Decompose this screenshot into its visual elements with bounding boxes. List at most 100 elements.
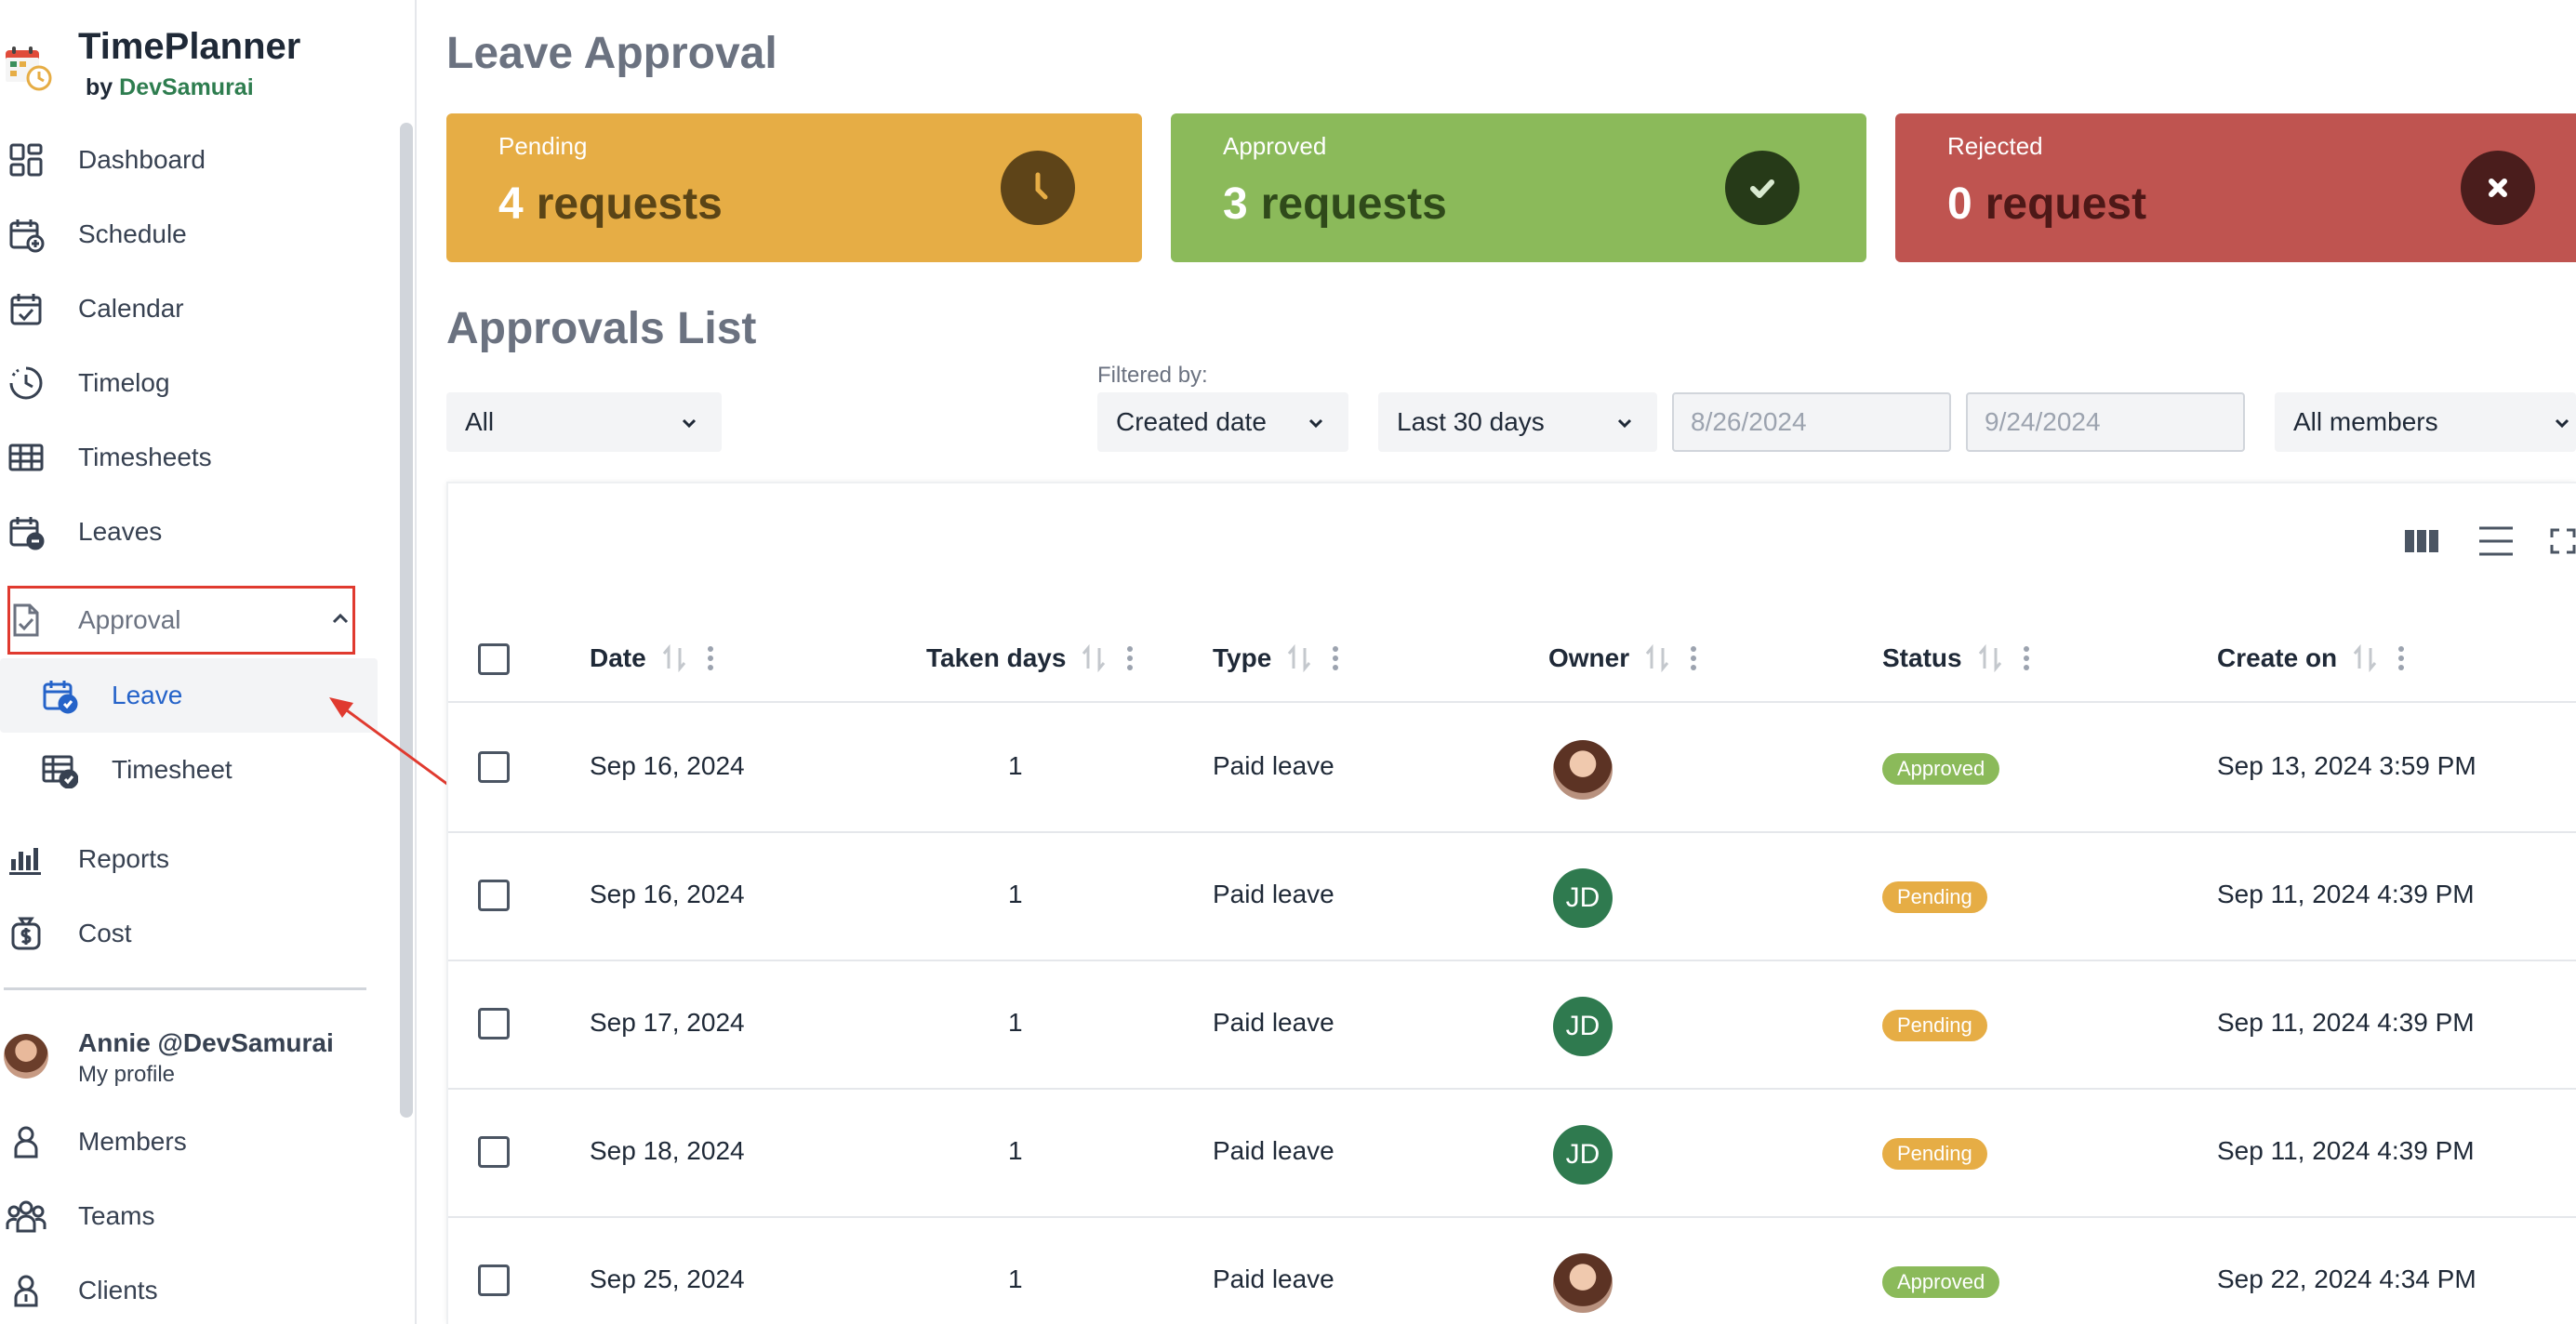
sidebar-item-clients[interactable]: Clients bbox=[0, 1253, 391, 1324]
calendar-icon bbox=[6, 288, 46, 329]
sidebar-item-label: Timelog bbox=[78, 368, 170, 397]
sidebar-scrollbar[interactable] bbox=[400, 123, 413, 1118]
column-header-date[interactable]: Date bbox=[590, 643, 715, 673]
date-to-input[interactable]: 9/24/2024 bbox=[1966, 392, 2245, 452]
owner-avatar[interactable] bbox=[1553, 1253, 1613, 1313]
sidebar-item-label: Clients bbox=[78, 1276, 158, 1304]
my-profile-link[interactable]: My profile bbox=[78, 1062, 176, 1087]
card-unit: request bbox=[1985, 179, 2147, 229]
owner-avatar[interactable] bbox=[1553, 740, 1613, 800]
cell-taken-days: 1 bbox=[1008, 1136, 1023, 1165]
date-range-select[interactable]: Last 30 days bbox=[1378, 392, 1657, 452]
sort-icon[interactable] bbox=[1081, 644, 1107, 672]
table-row[interactable]: Sep 18, 2024 1 Paid leave JD Pending Sep… bbox=[448, 1090, 2576, 1218]
cell-date: Sep 18, 2024 bbox=[590, 1136, 745, 1165]
sidebar-item-leaves[interactable]: Leaves bbox=[0, 495, 391, 569]
sort-icon[interactable] bbox=[1644, 644, 1670, 672]
column-header-taken-days[interactable]: Taken days bbox=[926, 643, 1135, 673]
row-checkbox[interactable] bbox=[478, 1264, 510, 1296]
owner-avatar[interactable]: JD bbox=[1553, 868, 1613, 928]
sidebar-item-dashboard[interactable]: Dashboard bbox=[0, 123, 391, 197]
cell-created: Sep 11, 2024 4:39 PM bbox=[2217, 1136, 2475, 1165]
sidebar-item-timesheets[interactable]: Timesheets bbox=[0, 420, 391, 495]
column-menu-icon[interactable] bbox=[1689, 644, 1698, 672]
row-checkbox[interactable] bbox=[478, 1008, 510, 1039]
sidebar-item-schedule[interactable]: Schedule bbox=[0, 197, 391, 271]
date-from-input[interactable]: 8/26/2024 bbox=[1672, 392, 1951, 452]
approved-card[interactable]: Approved 3 requests bbox=[1171, 113, 1866, 262]
column-menu-icon[interactable] bbox=[1125, 644, 1135, 672]
chevron-down-icon bbox=[1308, 418, 1323, 429]
column-menu-icon[interactable] bbox=[706, 644, 715, 672]
sidebar-item-leave-approval[interactable]: Leave bbox=[0, 658, 378, 733]
card-count: 3 bbox=[1223, 179, 1248, 229]
chevron-down-icon bbox=[2555, 418, 2569, 429]
members-filter-select[interactable]: All members bbox=[2275, 392, 2576, 452]
column-menu-icon[interactable] bbox=[2397, 644, 2406, 672]
close-icon bbox=[2461, 151, 2535, 225]
column-header-type[interactable]: Type bbox=[1213, 643, 1340, 673]
cell-type: Paid leave bbox=[1213, 751, 1334, 780]
select-all-checkbox[interactable] bbox=[478, 643, 510, 675]
table-row[interactable]: Sep 25, 2024 1 Paid leave Approved Sep 2… bbox=[448, 1218, 2576, 1324]
sidebar-item-cost[interactable]: Cost bbox=[0, 896, 391, 971]
pending-card[interactable]: Pending 4 requests bbox=[446, 113, 1142, 262]
sidebar-item-members[interactable]: Members bbox=[0, 1105, 391, 1179]
card-unit: requests bbox=[1260, 179, 1447, 229]
profile-link[interactable]: Annie @DevSamurai My profile bbox=[0, 1019, 391, 1097]
cell-type: Paid leave bbox=[1213, 1008, 1334, 1037]
owner-avatar[interactable]: JD bbox=[1553, 1125, 1613, 1185]
status-badge: Approved bbox=[1882, 1266, 2000, 1298]
by-text: by bbox=[86, 74, 113, 100]
row-checkbox[interactable] bbox=[478, 880, 510, 911]
check-icon bbox=[1725, 151, 1799, 225]
sidebar-item-teams[interactable]: Teams bbox=[0, 1179, 391, 1253]
owner-avatar[interactable]: JD bbox=[1553, 997, 1613, 1056]
column-title: Type bbox=[1213, 643, 1272, 672]
chevron-down-icon bbox=[1617, 418, 1632, 429]
sidebar-item-reports[interactable]: Reports bbox=[0, 822, 391, 896]
row-checkbox[interactable] bbox=[478, 1136, 510, 1168]
sort-icon[interactable] bbox=[1977, 644, 2003, 672]
app-byline: by DevSamurai bbox=[86, 74, 254, 101]
sidebar-item-timesheet-approval[interactable]: Timesheet bbox=[0, 733, 391, 807]
fullscreen-icon[interactable] bbox=[2548, 521, 2576, 562]
row-checkbox[interactable] bbox=[478, 751, 510, 783]
sidebar-item-timelog[interactable]: Timelog bbox=[0, 346, 391, 420]
cell-taken-days: 1 bbox=[1008, 1008, 1023, 1037]
brand[interactable]: TimePlanner by DevSamurai bbox=[0, 26, 409, 110]
cell-date: Sep 25, 2024 bbox=[590, 1264, 745, 1293]
rejected-card[interactable]: Rejected 0 request bbox=[1895, 113, 2576, 262]
chevron-up-icon[interactable] bbox=[329, 608, 352, 630]
timeplanner-logo-icon bbox=[6, 46, 52, 91]
filtered-by-label: Filtered by: bbox=[1097, 363, 1208, 388]
sort-icon[interactable] bbox=[1286, 644, 1312, 672]
sort-icon[interactable] bbox=[661, 644, 687, 672]
column-header-create-on[interactable]: Create on bbox=[2217, 643, 2406, 673]
table-row[interactable]: Sep 16, 2024 1 Paid leave JD Pending Sep… bbox=[448, 833, 2576, 961]
column-header-status[interactable]: Status bbox=[1882, 643, 2031, 673]
clients-icon bbox=[6, 1270, 46, 1311]
card-value: 4 requests bbox=[498, 179, 723, 230]
density-icon[interactable] bbox=[2476, 521, 2516, 562]
filter-field-select[interactable]: Created date bbox=[1097, 392, 1348, 452]
column-header-owner[interactable]: Owner bbox=[1548, 643, 1698, 673]
approvals-list-title: Approvals List bbox=[446, 304, 757, 353]
columns-icon[interactable] bbox=[2401, 521, 2442, 562]
timesheets-icon bbox=[6, 437, 46, 478]
table-row[interactable]: Sep 17, 2024 1 Paid leave JD Pending Sep… bbox=[448, 961, 2576, 1090]
table-header: Date Taken days Type Owner Status bbox=[448, 614, 2576, 703]
app-name: TimePlanner bbox=[78, 26, 301, 67]
sidebar-item-approval[interactable]: Approval bbox=[0, 583, 391, 657]
column-menu-icon[interactable] bbox=[2022, 644, 2031, 672]
status-filter-select[interactable]: All bbox=[446, 392, 722, 452]
sidebar-item-calendar[interactable]: Calendar bbox=[0, 271, 391, 346]
teams-icon bbox=[6, 1196, 46, 1237]
profile-name: Annie @DevSamurai bbox=[78, 1028, 334, 1057]
reports-icon bbox=[6, 839, 46, 880]
table-row[interactable]: Sep 16, 2024 1 Paid leave Approved Sep 1… bbox=[448, 705, 2576, 833]
members-filter-value: All members bbox=[2293, 407, 2438, 436]
sort-icon[interactable] bbox=[2352, 644, 2378, 672]
column-menu-icon[interactable] bbox=[1331, 644, 1340, 672]
card-label: Pending bbox=[498, 132, 588, 160]
